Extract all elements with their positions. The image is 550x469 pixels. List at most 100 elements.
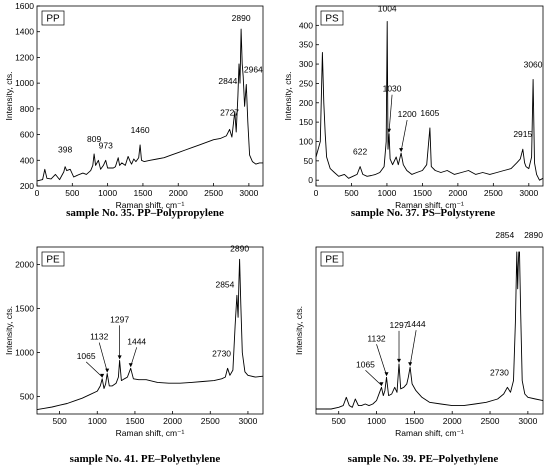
y-axis-label: Intensity, cts. [4,306,14,355]
peak-arrowhead [399,148,404,153]
peak-label: 1132 [367,333,386,343]
y-tick-label: 2000 [15,260,34,270]
y-tick-label: 400 [20,155,34,165]
y-tick-label: 1500 [15,304,34,314]
y-tick-label: 50 [304,156,314,166]
y-tick-label: 300 [299,59,313,69]
x-tick-label: 1000 [367,416,386,426]
x-axis-label: Raman shift, cm⁻¹ [395,200,464,210]
plot-frame [36,246,264,415]
peak-arrowhead [379,382,384,387]
peak-arrowhead [117,355,122,360]
chart-panel-1: 0 500 1000 1500 2000 2500 3000 200 400 600 800 1000… [4,1,264,219]
spectrum-line [36,28,263,182]
spectrum-line [316,251,544,410]
x-axis-label: Raman shift, cm⁻¹ [116,200,185,210]
plot-frame [36,5,264,187]
x-tick-label: 1000 [88,416,107,426]
spectrum-line [36,258,264,411]
x-tick-label: 1500 [125,416,144,426]
sample-label-box [320,10,344,26]
y-tick-label: 400 [299,20,313,30]
peak-label: 2890 [232,13,251,23]
x-tick-label: 3000 [519,188,538,198]
sample-label-box [41,10,65,26]
x-tick-label: 3000 [239,188,258,198]
sample-label: PS [325,14,339,25]
x-axis-label: Raman shift, cm⁻¹ [395,428,464,438]
y-tick-label: 1600 [15,1,34,11]
peak-label: 2890 [524,230,543,240]
peak-arrow [376,344,387,376]
peak-label: 2844 [218,76,237,86]
x-axis-label: Raman shift, cm⁻¹ [116,428,185,438]
peak-arrowhead [387,128,392,133]
panel-caption: sample No. 39. PE–Polyethylene [348,453,499,465]
peak-arrow [365,370,382,386]
x-tick-label: 0 [35,188,40,198]
peak-label: 1444 [407,319,426,329]
y-tick-label: 1000 [15,347,34,357]
x-tick-label: 2000 [443,416,462,426]
peak-label: 1004 [378,3,397,13]
x-tick-label: 2500 [481,416,500,426]
x-tick-label: 3000 [238,416,257,426]
y-tick-label: 800 [20,104,34,114]
peak-label: 1297 [110,314,129,324]
y-axis-label: Intensity, cts. [4,72,14,121]
peak-label: 2727 [220,107,239,117]
y-axis-label: Intensity, cts. [283,72,293,121]
peak-label: 2730 [212,348,231,358]
peak-arrowhead [384,372,389,377]
peak-arrowhead [128,363,133,368]
sample-label: PP [46,14,60,25]
x-tick-label: 1000 [377,188,396,198]
y-tick-label: 1400 [15,27,34,37]
peak-label: 809 [87,134,101,144]
sample-label-box [320,251,344,267]
peak-label: 2854 [215,279,234,289]
peak-arrow [98,342,108,372]
y-tick-label: 150 [299,117,313,127]
plot-frame [315,246,544,415]
y-tick-label: 250 [299,78,313,88]
x-tick-label: 500 [65,188,79,198]
sample-label: PE [46,255,60,266]
x-tick-label: 2000 [163,416,182,426]
peak-label: 1030 [383,84,402,94]
x-tick-label: 500 [344,188,358,198]
x-tick-label: 1000 [98,188,117,198]
chart-panel-3: 500 1000 1500 2000 2500 3000 500 1000 1500 2000 Ra… [4,243,264,465]
chart-panel-2: 0 500 1000 1500 2000 2500 3000 0 50 100 150 200 250 3… [283,3,544,219]
x-tick-label: 2500 [201,416,220,426]
peak-arrow [409,330,417,366]
sample-label: PE [325,255,339,266]
peak-label: 1460 [131,125,150,135]
peak-arrow [130,347,138,367]
peak-label: 1065 [77,351,96,361]
x-tick-label: 2000 [448,188,467,198]
panel-caption: sample No. 35. PP–Polypropylene [66,207,224,219]
peak-label: 1065 [356,359,375,369]
peak-label: 1605 [420,108,439,118]
y-axis-label: Intensity, cts. [294,306,304,355]
peak-label: 398 [58,145,72,155]
peak-label: 973 [99,140,113,150]
x-tick-label: 1500 [133,188,152,198]
x-tick-label: 500 [332,416,346,426]
panel-caption: sample No. 37. PS–Polystyrene [351,207,495,219]
x-tick-label: 500 [53,416,67,426]
x-tick-label: 2500 [204,188,223,198]
x-tick-label: 2000 [169,188,188,198]
peak-label: 622 [353,147,367,157]
sample-label-box [41,251,65,267]
panel-caption: sample No. 41. PE–Polyethylene [70,453,221,465]
x-tick-label: 0 [314,188,319,198]
peak-arrowhead [397,358,402,363]
peak-arrowhead [105,368,110,373]
peak-label: 3060 [524,60,543,70]
y-tick-label: 500 [20,391,34,401]
y-tick-label: 350 [299,40,313,50]
x-tick-label: 1500 [413,188,432,198]
